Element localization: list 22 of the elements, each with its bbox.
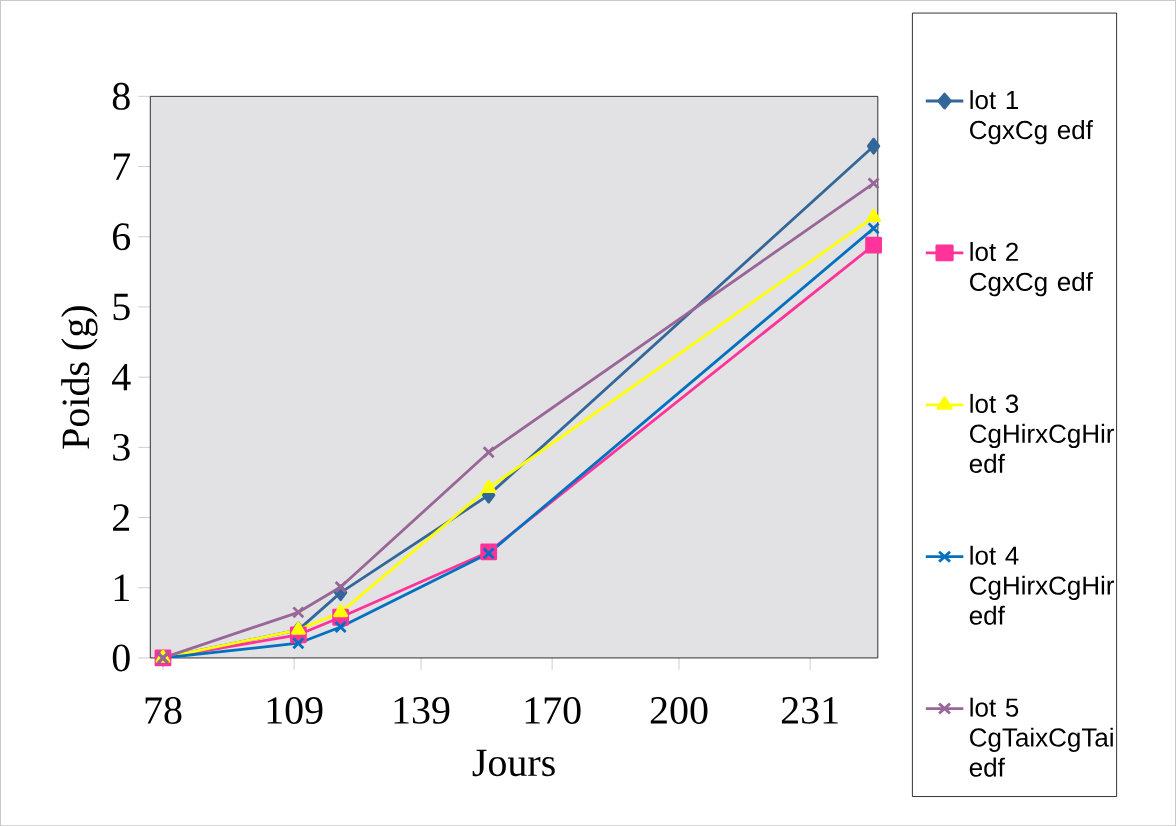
- y-tick-label: 5: [113, 293, 130, 321]
- x-tick-label: 139: [394, 696, 450, 724]
- y-tick-label: 0: [112, 644, 130, 672]
- x-tick-label: 231: [781, 696, 838, 724]
- legend-label: lot 1 CgxCg edf: [970, 89, 1093, 145]
- y-tick-label: 7: [113, 153, 131, 180]
- y-tick-label: 6: [112, 223, 131, 251]
- legend-label: lot 5 CgTaixCgTai edf: [969, 697, 1113, 777]
- y-tick-label: 1: [114, 574, 129, 601]
- legend-label: lot 3 CgHirxCgHir edf: [969, 393, 1115, 473]
- y-axis-title: Poids (g): [61, 306, 98, 449]
- y-tick-label: 3: [113, 433, 130, 461]
- legend-label: lot 2 CgxCg edf: [970, 241, 1093, 297]
- x-axis-title: Jours: [472, 749, 555, 777]
- y-tick-label: 8: [112, 82, 130, 110]
- x-tick-label: 78: [145, 696, 182, 724]
- legend-label: lot 4 CgHirxCgHir edf: [969, 545, 1115, 625]
- x-tick-label: 200: [650, 696, 708, 724]
- x-tick-label: 109: [267, 696, 323, 724]
- y-tick-label: 2: [113, 504, 130, 531]
- y-tick-label: 4: [112, 363, 131, 391]
- x-tick-label: 170: [525, 696, 581, 724]
